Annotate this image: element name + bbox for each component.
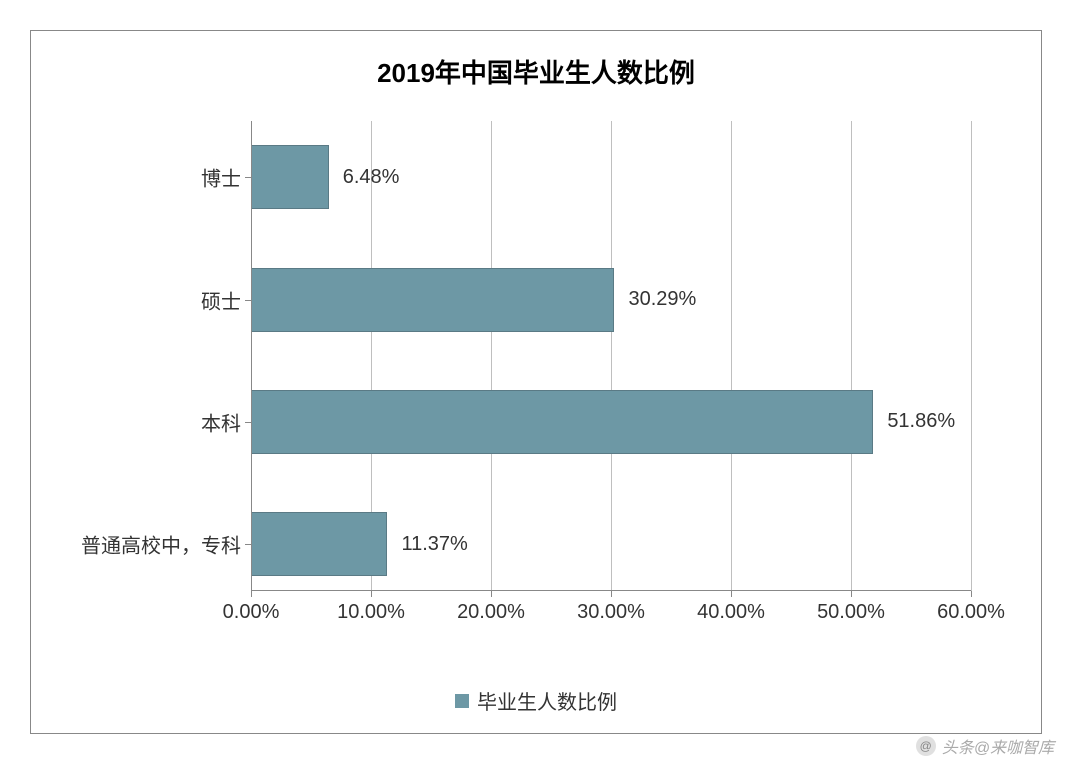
chart-frame: 2019年中国毕业生人数比例 博士 硕士 本科 普通高校中，专科 6.48% <box>30 30 1042 734</box>
xtick-mark <box>251 591 252 597</box>
legend-label: 毕业生人数比例 <box>477 686 617 715</box>
bar-value-label: 51.86% <box>887 410 955 433</box>
xtick-label: 60.00% <box>937 601 1005 624</box>
bar-value-label: 6.48% <box>343 166 400 189</box>
bar <box>251 145 329 209</box>
bar <box>251 268 614 332</box>
bar-row: 6.48% <box>251 145 399 209</box>
ytick-label: 普通高校中，专科 <box>81 530 241 559</box>
gridline <box>971 121 972 591</box>
xtick-label: 10.00% <box>337 601 405 624</box>
bar-row: 11.37% <box>251 512 468 576</box>
bar-value-label: 30.29% <box>628 288 696 311</box>
ytick-label: 本科 <box>201 407 241 436</box>
source-icon: @ <box>916 736 936 756</box>
y-axis-line <box>251 121 252 591</box>
gridline <box>491 121 492 591</box>
watermark: @ 头条@来咖智库 <box>916 734 1054 758</box>
xtick-mark <box>371 591 372 597</box>
xtick-label: 30.00% <box>577 601 645 624</box>
chart-title: 2019年中国毕业生人数比例 <box>31 31 1041 90</box>
legend-swatch <box>455 694 469 708</box>
legend: 毕业生人数比例 <box>455 686 617 715</box>
gridline <box>731 121 732 591</box>
xtick-mark <box>611 591 612 597</box>
xtick-mark <box>731 591 732 597</box>
watermark-text: 头条@来咖智库 <box>942 734 1054 758</box>
bar-value-label: 11.37% <box>401 533 467 556</box>
xtick-mark <box>851 591 852 597</box>
ytick-label: 博士 <box>201 163 241 192</box>
xtick-mark <box>971 591 972 597</box>
xtick-label: 20.00% <box>457 601 525 624</box>
xtick-label: 0.00% <box>223 601 280 624</box>
gridline <box>851 121 852 591</box>
plot-area: 6.48% 30.29% 51.86% 11.37% <box>251 121 971 591</box>
xtick-label: 50.00% <box>817 601 885 624</box>
bar <box>251 390 873 454</box>
bar-row: 51.86% <box>251 390 955 454</box>
ytick-label: 硕士 <box>201 285 241 314</box>
plot-wrap: 博士 硕士 本科 普通高校中，专科 6.48% 30. <box>31 111 1041 641</box>
bar-row: 30.29% <box>251 268 696 332</box>
xtick-mark <box>491 591 492 597</box>
gridline <box>611 121 612 591</box>
xtick-label: 40.00% <box>697 601 765 624</box>
bar <box>251 512 387 576</box>
